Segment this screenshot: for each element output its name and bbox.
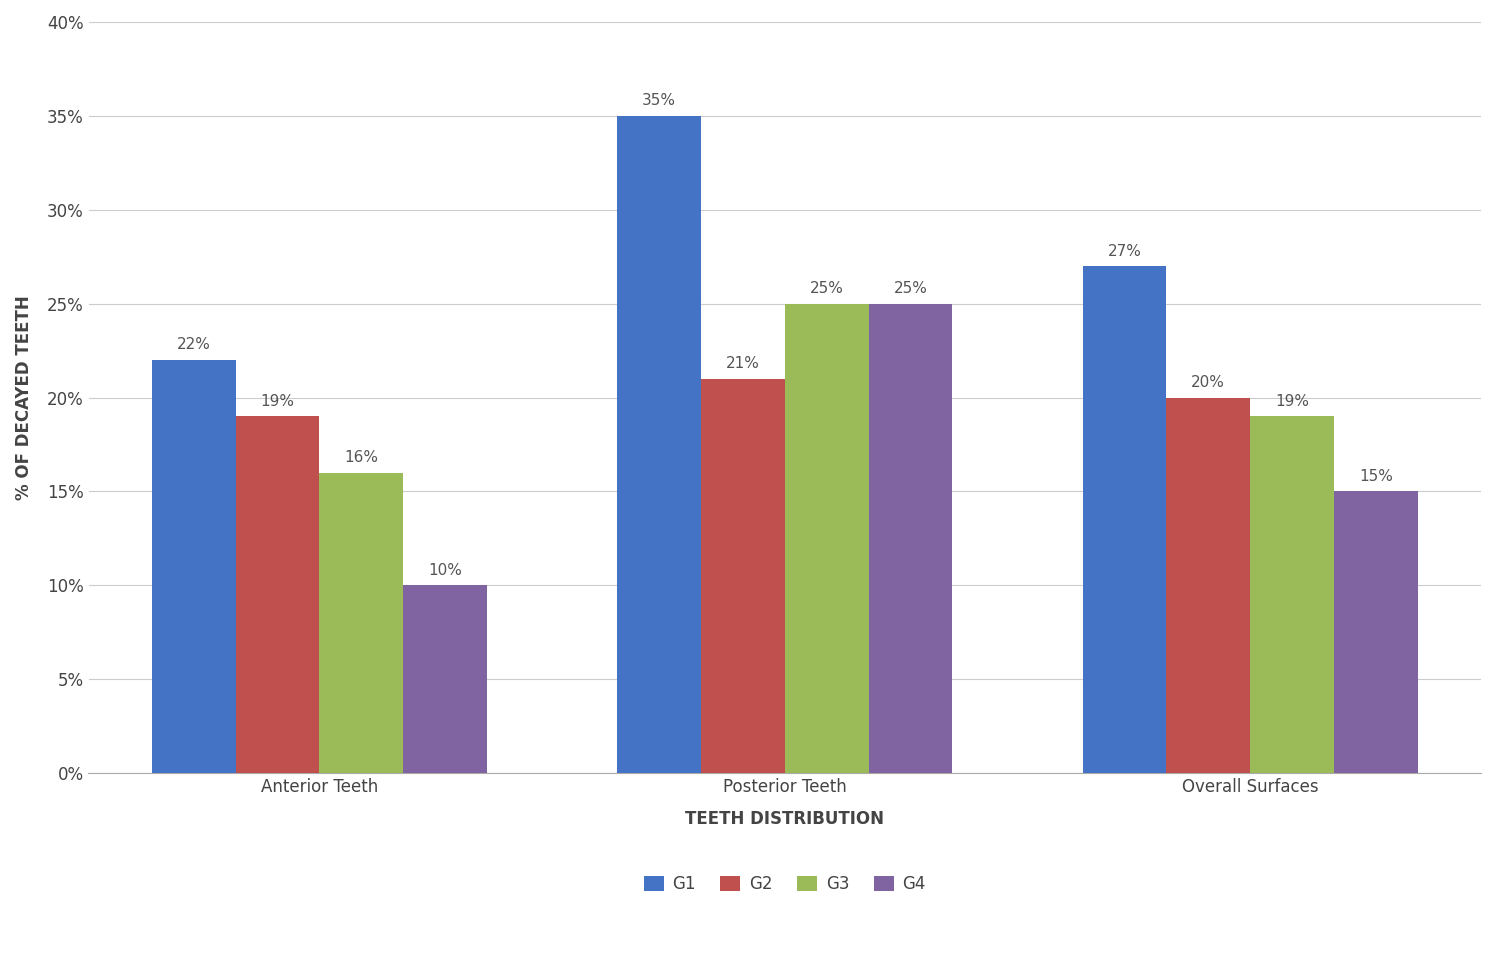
Bar bbox=[319, 473, 402, 773]
Bar bbox=[151, 360, 235, 773]
Bar bbox=[235, 416, 319, 773]
Text: 19%: 19% bbox=[1275, 394, 1309, 408]
Text: 15%: 15% bbox=[1358, 469, 1393, 484]
Bar bbox=[869, 304, 953, 773]
Bar bbox=[1334, 491, 1418, 773]
Bar bbox=[1251, 416, 1334, 773]
Bar bbox=[702, 379, 785, 773]
Bar bbox=[1167, 398, 1251, 773]
Text: 16%: 16% bbox=[344, 450, 378, 465]
X-axis label: TEETH DISTRIBUTION: TEETH DISTRIBUTION bbox=[685, 810, 884, 827]
Text: 10%: 10% bbox=[428, 563, 462, 578]
Text: 25%: 25% bbox=[893, 282, 928, 296]
Text: 21%: 21% bbox=[726, 357, 760, 371]
Legend: G1, G2, G3, G4: G1, G2, G3, G4 bbox=[637, 869, 932, 899]
Bar bbox=[402, 585, 486, 773]
Y-axis label: % OF DECAYED TEETH: % OF DECAYED TEETH bbox=[15, 295, 33, 500]
Bar bbox=[1083, 266, 1167, 773]
Text: 35%: 35% bbox=[642, 93, 676, 109]
Text: 25%: 25% bbox=[809, 282, 844, 296]
Text: 19%: 19% bbox=[260, 394, 295, 408]
Bar bbox=[618, 116, 702, 773]
Text: 20%: 20% bbox=[1191, 375, 1225, 390]
Text: 22%: 22% bbox=[177, 337, 211, 353]
Bar bbox=[785, 304, 869, 773]
Text: 27%: 27% bbox=[1107, 243, 1141, 259]
